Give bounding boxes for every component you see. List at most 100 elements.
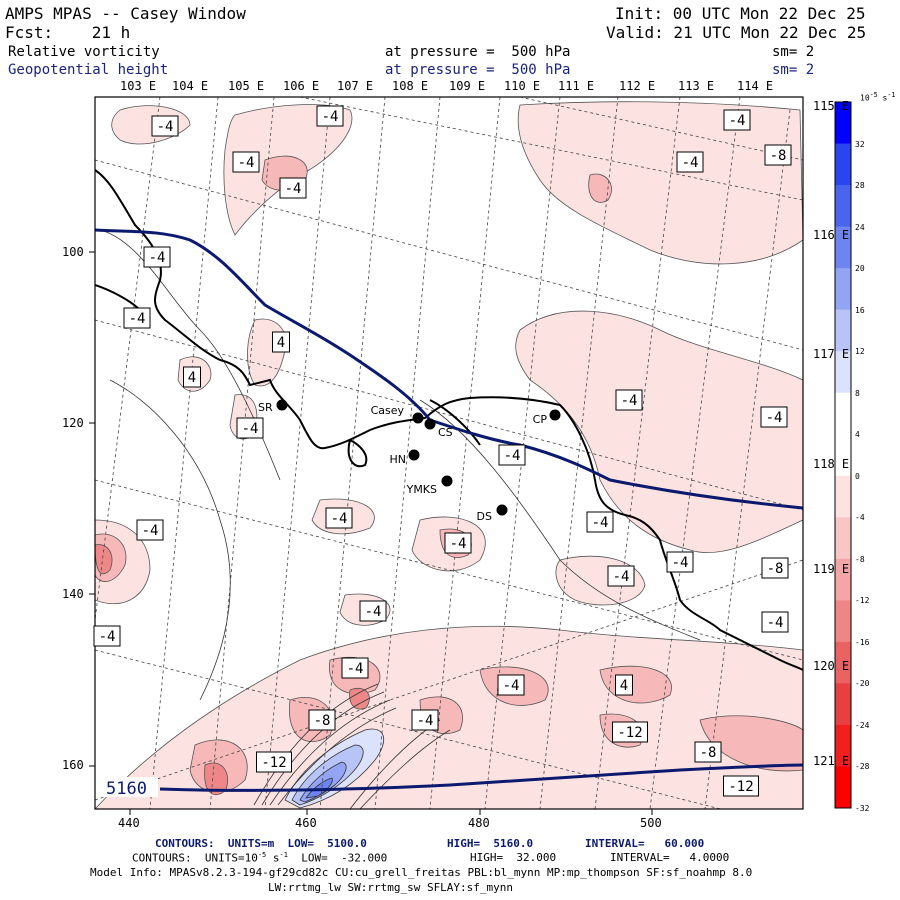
svg-text:DS: DS [477, 510, 492, 523]
svg-text:-4: -4 [242, 421, 259, 437]
colorbar-segment [835, 558, 851, 601]
lon-label-top: 113 E [678, 79, 715, 93]
contour-label: -4 [615, 389, 643, 411]
colorbar-segment [835, 102, 851, 145]
colorbar-segment [835, 309, 851, 352]
forecast-hour: Fcst: 21 h [5, 23, 131, 42]
contour-label: -4 [123, 307, 151, 329]
lon-label-top: 103 E [120, 79, 157, 93]
lon-label-top: 111 E [558, 79, 595, 93]
height-label-5160: 5160 [100, 777, 158, 799]
svg-text:-4: -4 [142, 523, 159, 539]
contour-label: -4 [676, 151, 704, 173]
model-info-radiation: LW:rrtmg_lw SW:rrtmg_sw SFLAY:sf_mynn [268, 881, 514, 894]
contour-label: -12 [612, 721, 648, 743]
colorbar-segment [835, 475, 851, 518]
station-cs: CS [424, 418, 453, 439]
svg-text:4: 4 [620, 678, 628, 694]
lon-label-top: 105 E [228, 79, 265, 93]
svg-text:-4: -4 [503, 678, 520, 694]
contour-label: -4 [136, 519, 164, 541]
colorbar-unit-base: 10 [860, 93, 870, 103]
footer-vort-units-s: s [266, 851, 280, 865]
colorbar-level-label: -12 [855, 596, 870, 606]
colorbar-segment [835, 351, 851, 394]
colorbar-segment [835, 185, 851, 228]
svg-text:-4: -4 [322, 109, 339, 125]
footer-vort-units-exp: -5 [257, 851, 267, 859]
y-tick-label: 140 [62, 587, 84, 601]
svg-text:HN: HN [390, 453, 407, 466]
contour-label: -4 [444, 532, 472, 554]
svg-text:-4: -4 [729, 113, 746, 129]
footer-vort-high: HIGH= 32.000 [470, 851, 557, 864]
contour-label: -4 [359, 600, 387, 622]
contour-label: -4 [666, 551, 694, 573]
contour-label: -4 [279, 177, 307, 199]
svg-text:-4: -4 [157, 119, 174, 135]
contour-label: -4 [93, 625, 121, 647]
lon-label-top: 110 E [504, 79, 541, 93]
colorbar-level-label: 28 [855, 181, 865, 191]
footer-vort-units: CONTOURS: UNITS=10-5 s-1 LOW= -32.000 [132, 852, 387, 864]
contour-label: -4 [232, 151, 260, 173]
colorbar-level-label: -4 [855, 513, 865, 523]
contour-label: -4 [325, 507, 353, 529]
lon-label-right: 117 E [813, 347, 850, 361]
svg-text:-4: -4 [766, 410, 783, 426]
contour-label: -4 [341, 657, 369, 679]
colorbar-level-label: -32 [855, 804, 870, 813]
field2-smoothing: sm= 2 [772, 62, 815, 78]
station-hn: HN [390, 449, 420, 466]
svg-text:-4: -4 [365, 604, 382, 620]
x-tick-label: 460 [295, 816, 317, 830]
svg-text:4: 4 [277, 335, 285, 351]
contour-label: -4 [723, 109, 751, 131]
x-tick-label: 480 [468, 816, 490, 830]
colorbar-level-label: 4 [855, 430, 860, 440]
footer-vort-low: LOW= -32.000 [287, 851, 388, 865]
colorbar-segment [835, 517, 851, 560]
svg-text:-8: -8 [314, 713, 331, 729]
svg-text:YMKS: YMKS [406, 483, 437, 496]
colorbar-segment [835, 268, 851, 311]
plot-title: AMPS MPAS -- Casey Window [5, 4, 246, 23]
colorbar-segment [835, 434, 851, 477]
colorbar-level-label: 20 [855, 264, 865, 274]
svg-text:-8: -8 [770, 148, 787, 164]
colorbar [834, 101, 852, 809]
lon-label-right: 121 E [813, 754, 850, 768]
lon-label-right: 115 E [813, 99, 850, 113]
svg-text:-4: -4 [149, 250, 166, 266]
height-contours [95, 228, 803, 792]
colorbar-level-label: 12 [855, 347, 865, 357]
lat-lon-grid [95, 97, 803, 809]
svg-text:-8: -8 [767, 561, 784, 577]
svg-text:-4: -4 [417, 713, 434, 729]
colorbar-segment [835, 766, 851, 809]
contour-label: -4 [497, 674, 525, 696]
field1-name: Relative vorticity [8, 44, 160, 60]
station-markers: SR Casey CS HN YMKS DS CP [258, 399, 561, 523]
contour-label: -4 [498, 444, 526, 466]
footer-height-interval: INTERVAL= 60.000 [585, 837, 705, 850]
lon-label-right: 118 E [813, 457, 850, 471]
contour-label: -4 [586, 511, 614, 533]
svg-text:-8: -8 [700, 745, 717, 761]
svg-text:4: 4 [188, 370, 196, 386]
svg-text:-4: -4 [613, 569, 630, 585]
svg-text:-12: -12 [728, 779, 753, 795]
colorbar-level-label: 0 [855, 471, 860, 481]
field2-name: Geopotential height [8, 62, 169, 78]
field1-level: at pressure = 500 hPa [385, 44, 571, 60]
lon-label-right: 120 E [813, 659, 850, 673]
contour-labels: -4 -4 -4 -4 -4 -8 -4 -4 -4 4 4 -4 -4 -4 -4 -4 -4 -4 -4 -4 -4… [93, 105, 792, 797]
y-tick-label: 160 [62, 758, 84, 772]
footer-vort-units-s-exp: -1 [279, 851, 288, 859]
colorbar-level-label: -16 [855, 637, 870, 647]
contour-label: -4 [151, 115, 179, 137]
contour-label: -8 [308, 709, 336, 731]
colorbar-level-label: -24 [855, 720, 870, 730]
colorbar-frame [834, 101, 852, 809]
